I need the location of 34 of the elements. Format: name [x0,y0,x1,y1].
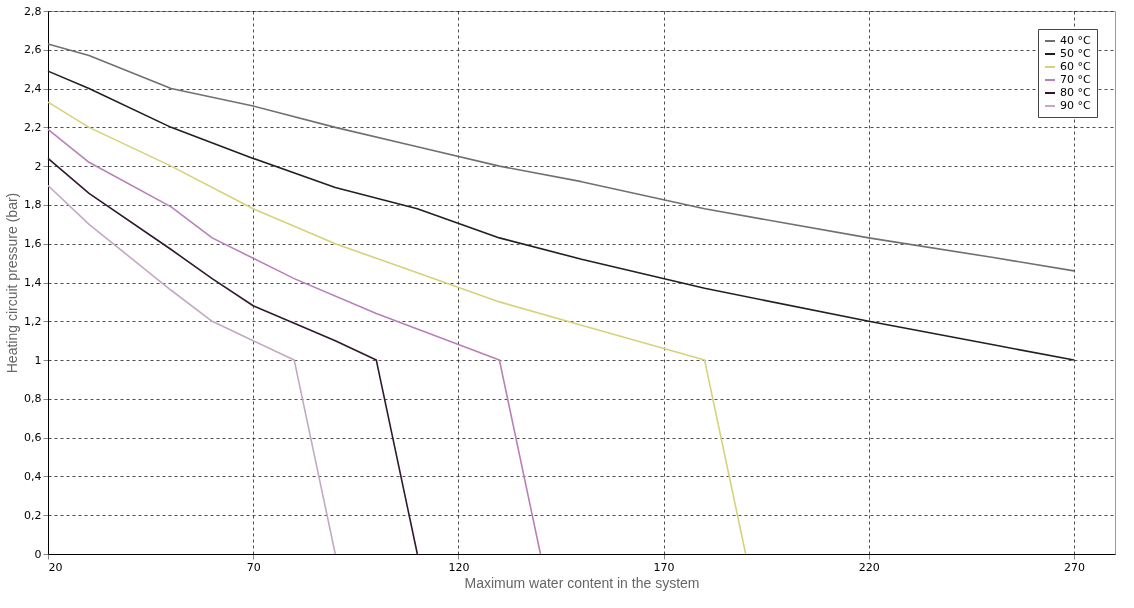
legend-label: 50 °C [1060,47,1091,60]
legend-label: 90 °C [1060,99,1091,112]
y-tick-label: 1,6 [24,237,42,251]
line-series [47,128,542,555]
line-series [47,157,419,555]
legend-label: 60 °C [1060,60,1091,73]
y-tick-label: 1,8 [24,198,42,212]
x-tick-label: 70 [246,560,261,574]
y-tick-label: 0,4 [24,469,42,483]
y-tick-label: 0,8 [24,392,42,406]
y-tick-label: 2,2 [24,120,42,134]
x-axis-title: Maximum water content in the system [464,574,700,591]
legend-label: 70 °C [1060,73,1091,86]
line-series [47,101,747,555]
line-series [47,184,337,555]
y-tick-label: 2 [34,159,42,173]
y-tick-label: 2,4 [24,82,42,96]
x-tick-label: 120 [448,560,470,574]
y-tick-label: 0 [34,547,42,561]
x-tick-label: 170 [653,560,675,574]
y-tick-label: 1,4 [24,276,42,289]
x-tick-label: 220 [858,560,880,574]
y-axis-title: Heating circuit pressure (bar) [4,192,21,374]
legend-label: 80 °C [1060,86,1091,99]
x-tick-label: 270 [1063,560,1085,574]
line-series [47,43,1075,272]
legend-label: 40 °C [1060,34,1091,47]
x-tick-label: 20 [48,560,63,574]
y-tick-label: 1,2 [24,314,42,328]
y-tick-label: 1 [34,353,42,367]
y-tick-label: 0,6 [24,431,42,445]
y-tick-label: 2,6 [24,43,42,57]
y-tick-label: 0,2 [24,508,42,522]
y-tick-label: 2,8 [24,4,42,18]
